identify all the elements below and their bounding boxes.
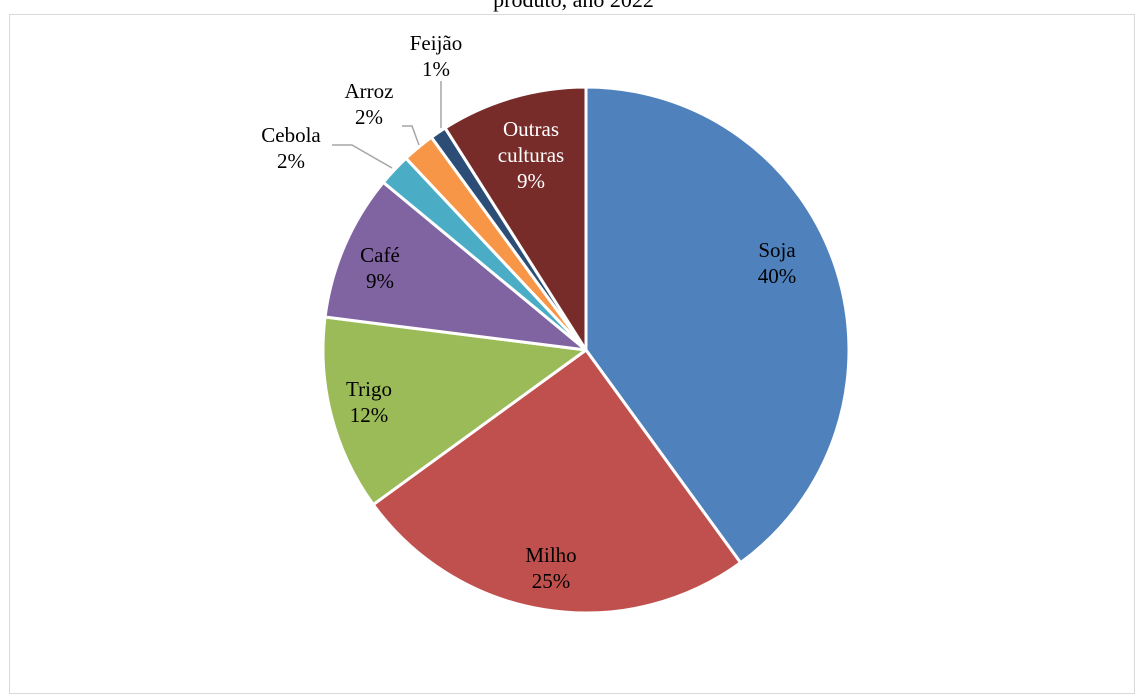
- data-label-cafe: Café 9%: [360, 243, 400, 293]
- data-label-arroz: Arroz 2%: [345, 79, 394, 129]
- data-label-cebola: Cebola 2%: [261, 123, 321, 173]
- data-label-milho: Milho 25%: [525, 543, 576, 593]
- data-label-outras-culturas: Outras culturas 9%: [498, 117, 564, 193]
- chart-title: produto, ano 2022: [0, 0, 1147, 14]
- data-label-feijao: Feijão 1%: [410, 31, 463, 81]
- data-label-trigo: Trigo 12%: [346, 377, 392, 427]
- pie-slice-outras-culturas: [443, 85, 588, 352]
- data-label-soja: Soja 40%: [758, 238, 797, 288]
- pie-chart: Soja 40% Milho 25% Trigo 12% Café 9% Cebola 2% Arr…: [261, 31, 851, 615]
- pie-slice-soja: [584, 85, 851, 565]
- pie-slice-trigo: [321, 315, 588, 507]
- pie-slice-cafe: [323, 180, 588, 352]
- pie-slice-milho: [371, 348, 743, 615]
- leader-line-arroz: [402, 125, 420, 146]
- leader-line-cebola: [332, 144, 393, 169]
